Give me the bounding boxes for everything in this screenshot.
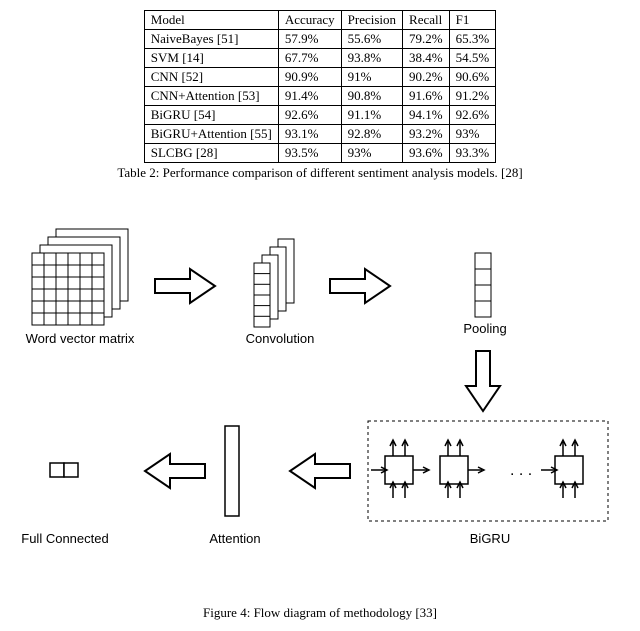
table-cell: 91.1% [341,106,402,125]
flow-diagram: . . . Word vector matrix Convolution Poo… [20,221,620,601]
table-row: SVM [14]67.7%93.8%38.4%54.5% [144,49,495,68]
label-bigru: BiGRU [450,531,530,546]
col-precision: Precision [341,11,402,30]
label-wvm: Word vector matrix [20,331,140,346]
table-cell: 92.6% [449,106,496,125]
table-row: NaiveBayes [51]57.9%55.6%79.2%65.3% [144,30,495,49]
table-cell: 91.2% [449,87,496,106]
table-cell: 90.9% [278,68,341,87]
table-cell: CNN+Attention [53] [144,87,278,106]
table-cell: 93.2% [403,125,450,144]
table-cell: 93.3% [449,144,496,163]
table-cell: 93% [341,144,402,163]
arrow-wvm-conv [155,269,215,303]
table-caption: Table 2: Performance comparison of diffe… [20,165,620,181]
table-cell: 90.8% [341,87,402,106]
table-cell: 93.1% [278,125,341,144]
col-recall: Recall [403,11,450,30]
table-row: BiGRU+Attention [55]93.1%92.8%93.2%93% [144,125,495,144]
table-cell: 57.9% [278,30,341,49]
attention-icon [225,426,239,516]
pooling-icon [475,253,491,317]
table-row: CNN+Attention [53]91.4%90.8%91.6%91.2% [144,87,495,106]
col-model: Model [144,11,278,30]
table-cell: 92.8% [341,125,402,144]
table-header-row: Model Accuracy Precision Recall F1 [144,11,495,30]
svg-text:. . .: . . . [510,462,532,479]
table-cell: BiGRU [54] [144,106,278,125]
table-cell: 93.6% [403,144,450,163]
table-cell: BiGRU+Attention [55] [144,125,278,144]
table-row: CNN [52]90.9%91%90.2%90.6% [144,68,495,87]
table-cell: 67.7% [278,49,341,68]
table-cell: 55.6% [341,30,402,49]
table-cell: 54.5% [449,49,496,68]
word-vector-matrix-icon [32,229,128,325]
bigru-cells: . . . [371,440,583,498]
full-connected-icon [50,463,78,477]
table-cell: 92.6% [278,106,341,125]
label-conv: Convolution [235,331,325,346]
table-cell: 93.8% [341,49,402,68]
arrow-pool-bigru [466,351,500,411]
table-cell: SVM [14] [144,49,278,68]
table-cell: 65.3% [449,30,496,49]
table-cell: 90.6% [449,68,496,87]
table-row: SLCBG [28]93.5%93%93.6%93.3% [144,144,495,163]
col-accuracy: Accuracy [278,11,341,30]
label-fc: Full Connected [15,531,115,546]
arrow-attn-fc [145,454,205,488]
performance-table: Model Accuracy Precision Recall F1 Naive… [144,10,496,163]
table-cell: 91.4% [278,87,341,106]
col-f1: F1 [449,11,496,30]
label-attn: Attention [200,531,270,546]
table-cell: 79.2% [403,30,450,49]
table-cell: 93% [449,125,496,144]
convolution-icon [254,239,294,327]
table-row: BiGRU [54]92.6%91.1%94.1%92.6% [144,106,495,125]
arrow-bigru-attn [290,454,350,488]
table-cell: 94.1% [403,106,450,125]
table-cell: 91.6% [403,87,450,106]
arrow-conv-pool [330,269,390,303]
table-cell: 93.5% [278,144,341,163]
table-cell: SLCBG [28] [144,144,278,163]
table-cell: 91% [341,68,402,87]
label-pool: Pooling [450,321,520,336]
table-cell: 90.2% [403,68,450,87]
table-cell: CNN [52] [144,68,278,87]
table-cell: 38.4% [403,49,450,68]
figure-caption: Figure 4: Flow diagram of methodology [3… [20,605,620,621]
table-cell: NaiveBayes [51] [144,30,278,49]
